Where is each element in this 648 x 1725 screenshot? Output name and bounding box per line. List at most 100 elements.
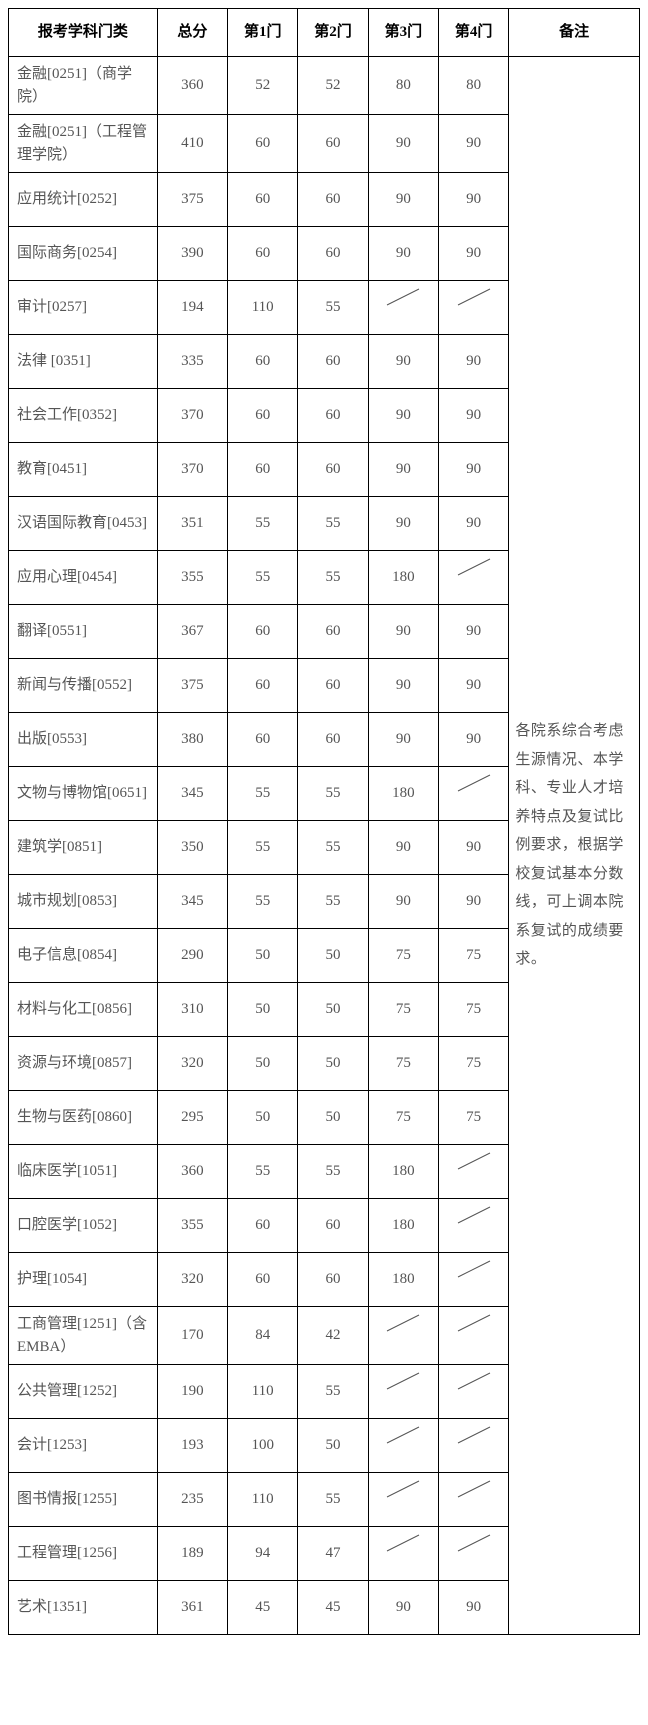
cell-s4: 75 [439,1091,509,1145]
cell-subject: 电子信息[0854] [9,929,158,983]
cell-s2: 50 [298,1037,368,1091]
cell-s2: 55 [298,767,368,821]
cell-subject: 会计[1253] [9,1419,158,1473]
cell-s2: 60 [298,1199,368,1253]
cell-s1: 84 [228,1307,298,1365]
col-header-s4: 第4门 [439,9,509,57]
cell-total: 361 [157,1581,227,1635]
cell-s2: 60 [298,115,368,173]
cell-s3: 90 [368,389,438,443]
cell-s1: 100 [228,1419,298,1473]
slash-icon [443,1371,504,1412]
cell-s4: 90 [439,227,509,281]
slash-icon [443,1259,504,1300]
cell-s3: 90 [368,335,438,389]
cell-s2: 42 [298,1307,368,1365]
cell-s3: 180 [368,1199,438,1253]
cell-total: 193 [157,1419,227,1473]
cell-total: 367 [157,605,227,659]
cell-s4: 90 [439,659,509,713]
cell-total: 350 [157,821,227,875]
cell-s4 [439,1419,509,1473]
cell-s3 [368,281,438,335]
cell-s4: 90 [439,173,509,227]
table-header-row: 报考学科门类 总分 第1门 第2门 第3门 第4门 备注 [9,9,640,57]
cell-subject: 国际商务[0254] [9,227,158,281]
scores-table: 报考学科门类 总分 第1门 第2门 第3门 第4门 备注 金融[0251]（商学… [8,8,640,1635]
cell-s2: 60 [298,335,368,389]
cell-s1: 60 [228,443,298,497]
cell-s4: 75 [439,1037,509,1091]
cell-s4 [439,1473,509,1527]
cell-subject: 艺术[1351] [9,1581,158,1635]
slash-icon [443,1533,504,1574]
cell-s4: 90 [439,821,509,875]
cell-s1: 55 [228,875,298,929]
cell-s1: 55 [228,1145,298,1199]
cell-subject: 翻译[0551] [9,605,158,659]
cell-total: 360 [157,57,227,115]
slash-icon [373,1479,434,1520]
cell-s4: 90 [439,389,509,443]
cell-subject: 工商管理[1251]（含EMBA） [9,1307,158,1365]
slash-icon [443,1151,504,1192]
cell-s4 [439,767,509,821]
cell-subject: 护理[1054] [9,1253,158,1307]
cell-s4 [439,1253,509,1307]
cell-s2: 55 [298,281,368,335]
cell-total: 190 [157,1365,227,1419]
cell-s1: 60 [228,713,298,767]
cell-total: 380 [157,713,227,767]
cell-subject: 金融[0251]（商学院） [9,57,158,115]
cell-s4 [439,1145,509,1199]
cell-s2: 45 [298,1581,368,1635]
cell-total: 189 [157,1527,227,1581]
cell-subject: 资源与环境[0857] [9,1037,158,1091]
cell-s3: 180 [368,1253,438,1307]
cell-total: 194 [157,281,227,335]
cell-s2: 47 [298,1527,368,1581]
col-header-s3: 第3门 [368,9,438,57]
slash-icon [373,1533,434,1574]
cell-s3: 180 [368,551,438,605]
cell-s1: 50 [228,1091,298,1145]
cell-s1: 52 [228,57,298,115]
cell-total: 370 [157,389,227,443]
cell-s1: 110 [228,281,298,335]
cell-subject: 应用心理[0454] [9,551,158,605]
cell-s1: 55 [228,551,298,605]
cell-s4: 90 [439,1581,509,1635]
cell-total: 295 [157,1091,227,1145]
slash-icon [443,557,504,598]
slash-icon [443,1425,504,1466]
cell-s2: 50 [298,1419,368,1473]
cell-s3: 90 [368,713,438,767]
cell-s1: 60 [228,227,298,281]
cell-s3: 75 [368,983,438,1037]
cell-subject: 口腔医学[1052] [9,1199,158,1253]
col-header-total: 总分 [157,9,227,57]
cell-s3: 90 [368,497,438,551]
cell-total: 310 [157,983,227,1037]
cell-total: 410 [157,115,227,173]
cell-s2: 55 [298,1365,368,1419]
cell-s2: 55 [298,551,368,605]
cell-s2: 52 [298,57,368,115]
cell-s3: 90 [368,173,438,227]
cell-s1: 60 [228,173,298,227]
cell-total: 320 [157,1253,227,1307]
cell-s1: 55 [228,497,298,551]
cell-total: 375 [157,173,227,227]
cell-subject: 出版[0553] [9,713,158,767]
cell-s3: 90 [368,821,438,875]
cell-s1: 60 [228,335,298,389]
slash-icon [443,773,504,814]
cell-subject: 汉语国际教育[0453] [9,497,158,551]
cell-subject: 社会工作[0352] [9,389,158,443]
cell-s1: 50 [228,983,298,1037]
cell-subject: 建筑学[0851] [9,821,158,875]
cell-s3 [368,1307,438,1365]
cell-s3: 90 [368,227,438,281]
slash-icon [443,1479,504,1520]
col-header-subject: 报考学科门类 [9,9,158,57]
